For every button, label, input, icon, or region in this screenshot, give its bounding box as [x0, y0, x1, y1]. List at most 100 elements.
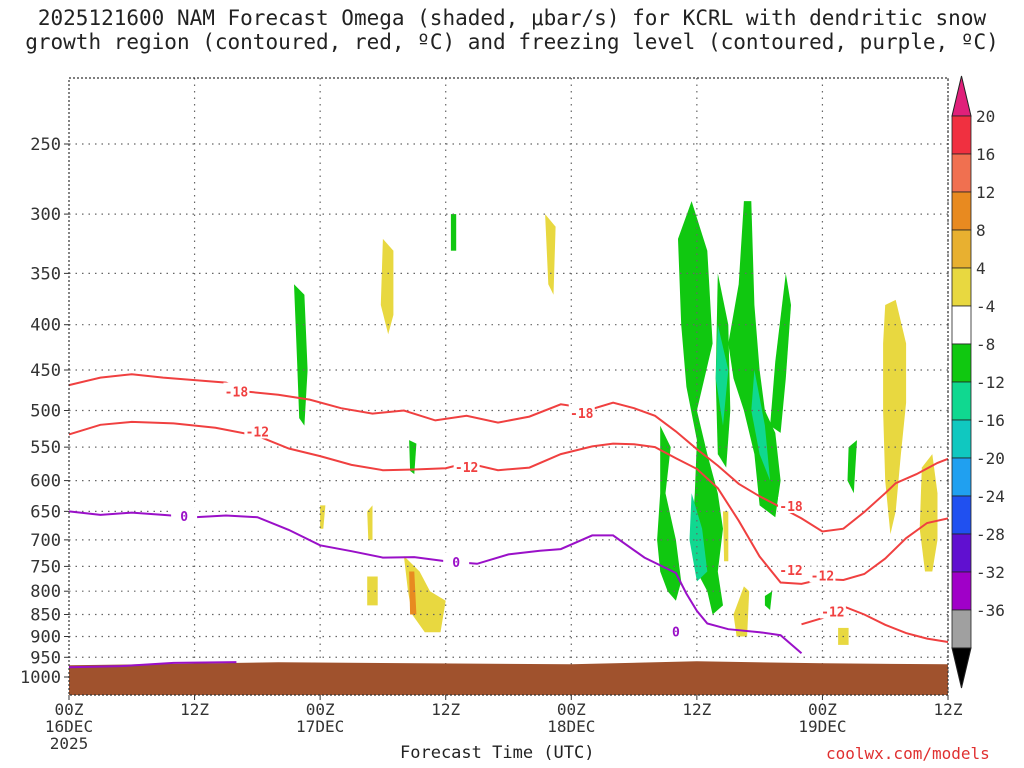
colorbar-top-arrow [951, 75, 972, 117]
contour-label-bg-10 [809, 566, 836, 583]
y-tick-label-400: 400 [30, 316, 61, 336]
contour-label-bg-4 [778, 560, 805, 577]
contour-label-5: -12 [821, 605, 844, 620]
colorbar-label-2: 12 [976, 183, 995, 202]
x-tick-label-3: 12Z [431, 700, 460, 719]
credit-link[interactable]: coolwx.com/models [826, 744, 990, 763]
colorbar-cell-11 [951, 533, 972, 573]
omega-shade-1 [657, 425, 682, 601]
plot-frame [68, 77, 949, 696]
colorbar-cell-10 [951, 495, 972, 535]
colorbar-cell-0 [951, 115, 972, 155]
y-tick-label-750: 750 [30, 557, 61, 577]
omega-shade-17 [367, 505, 373, 540]
x-tick-label-4: 00Z [557, 700, 586, 719]
x-tick-label-7: 12Z [934, 700, 963, 719]
contour-label-bg-0 [223, 382, 250, 399]
x-axis-title: Forecast Time (UTC) [400, 743, 595, 763]
contour-label-9: -18 [779, 500, 803, 515]
contour-label-bg-3 [453, 457, 480, 474]
contour-label-bg-9 [778, 497, 805, 514]
x-tick-date-4: 18DEC [547, 717, 595, 736]
colorbar-label-4: 4 [976, 259, 986, 278]
title-line-1: 2025121600 NAM Forecast Omega (shaded, μ… [37, 6, 987, 30]
contour-label-bg-5 [819, 602, 846, 619]
x-tick-label-0: 00Z [55, 700, 84, 719]
colorbar-label-13: -36 [976, 601, 1005, 620]
colorbar-cell-4 [951, 267, 972, 307]
omega-shade-0 [678, 201, 723, 615]
colorbar-label-8: -16 [976, 411, 1005, 430]
y-tick-label-450: 450 [30, 361, 61, 381]
omega-shade-14 [545, 214, 556, 295]
contour-0 [68, 373, 949, 533]
y-tick-label-550: 550 [30, 438, 61, 458]
y-tick-label-300: 300 [30, 205, 61, 225]
omega-shade-2 [728, 201, 781, 518]
contour-label-0: -18 [225, 386, 249, 401]
omega-shade-19 [733, 586, 750, 637]
title-line-2: growth region (contoured, red, ºC) and f… [25, 30, 999, 54]
contour-label-bg-1 [568, 403, 595, 420]
colorbar-cell-2 [951, 191, 972, 231]
colorbar-label-6: -8 [976, 335, 995, 354]
colorbar-label-0: 20 [976, 107, 995, 126]
x-tick-date-2: 17DEC [296, 717, 344, 736]
omega-shade-16 [367, 576, 378, 606]
contour-label-10: -12 [811, 570, 834, 585]
y-tick-label-800: 800 [30, 582, 61, 602]
contour-label-7: 0 [452, 556, 460, 571]
contour-label-4: -12 [779, 564, 802, 579]
contour-label-8: 0 [672, 625, 680, 640]
colorbar-label-5: -4 [976, 297, 995, 316]
omega-shade-12 [847, 440, 857, 494]
y-tick-label-650: 650 [30, 502, 61, 522]
x-tick-year-0: 2025 [50, 734, 89, 753]
colorbar-label-3: 8 [976, 221, 986, 240]
contour-4 [68, 661, 237, 669]
colorbar-cell-3 [951, 229, 972, 269]
contour-3 [68, 510, 803, 654]
contour-label-3: -12 [455, 461, 478, 476]
x-tick-label-6: 00Z [808, 700, 837, 719]
colorbar-label-9: -20 [976, 449, 1005, 468]
omega-shade-11 [764, 591, 773, 610]
x-tick-date-6: 19DEC [798, 717, 846, 736]
x-tick-label-5: 12Z [682, 700, 711, 719]
colorbar-label-12: -32 [976, 563, 1005, 582]
y-tick-label-950: 950 [30, 648, 61, 668]
colorbar-cell-9 [951, 457, 972, 497]
y-tick-label-350: 350 [30, 264, 61, 284]
contour-label-bg-7 [443, 552, 470, 569]
colorbar-cell-12 [951, 571, 972, 611]
omega-shade-20 [723, 511, 729, 562]
contour-label-6: 0 [180, 510, 188, 525]
colorbar-cell-13 [951, 609, 972, 649]
colorbar-cell-8 [951, 419, 972, 459]
omega-shade-7 [751, 370, 771, 481]
x-tick-label-2: 00Z [306, 700, 335, 719]
omega-shade-4 [770, 273, 791, 433]
colorbar-label-11: -28 [976, 525, 1005, 544]
colorbar-cell-1 [951, 153, 972, 193]
omega-shade-5 [689, 493, 708, 582]
omega-shade-22 [919, 454, 938, 572]
y-tick-label-250: 250 [30, 135, 61, 155]
y-tick-label-1000: 1000 [20, 668, 61, 688]
colorbar-cell-7 [951, 381, 972, 421]
y-tick-label-700: 700 [30, 531, 61, 551]
contour-label-bg-6 [171, 507, 198, 524]
contour-1 [68, 420, 949, 585]
omega-shade-6 [715, 324, 729, 426]
y-tick-label-500: 500 [30, 402, 61, 422]
contour-label-bg-2 [244, 422, 271, 439]
contour-label-2: -12 [246, 425, 269, 440]
colorbar-cell-5 [951, 305, 972, 345]
y-tick-label-850: 850 [30, 606, 61, 626]
colorbar-label-10: -24 [976, 487, 1005, 506]
colorbar-cell-6 [951, 343, 972, 383]
colorbar-label-7: -12 [976, 373, 1005, 392]
y-tick-label-600: 600 [30, 472, 61, 492]
y-tick-label-900: 900 [30, 627, 61, 647]
